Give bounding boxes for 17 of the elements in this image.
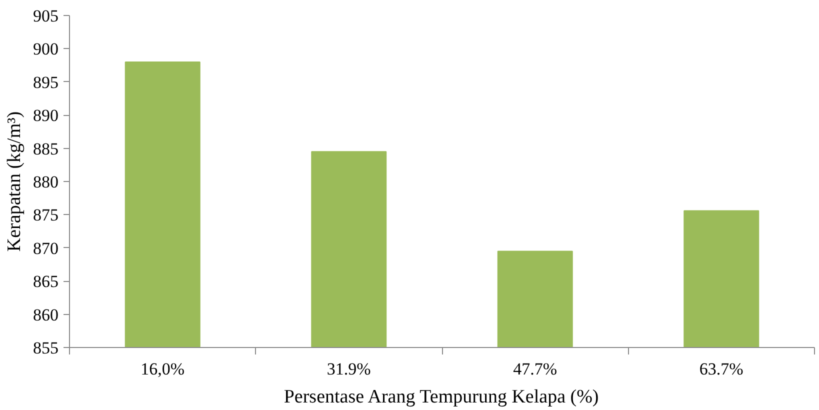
y-tick-label: 880 <box>33 172 58 192</box>
y-tick-label: 875 <box>33 206 58 225</box>
x-axis-title: Persentase Arang Tempurung Kelapa (%) <box>284 386 599 408</box>
y-tick-label: 895 <box>33 72 58 92</box>
y-tick-label: 870 <box>33 238 58 258</box>
x-tick-label: 31.9% <box>326 360 371 378</box>
y-tick-label: 900 <box>33 40 58 59</box>
y-tick-label: 905 <box>33 6 58 26</box>
x-tick-label: 63.7% <box>699 360 744 378</box>
x-tick-label: 47.7% <box>513 360 558 378</box>
y-tick-label: 855 <box>33 338 58 358</box>
y-tick-label: 865 <box>33 272 58 292</box>
y-tick-label: 860 <box>33 305 58 324</box>
y-axis-title: Kerapatan (kg/m³) <box>4 111 25 252</box>
x-tick-label: 16,0% <box>140 360 185 378</box>
y-tick-label: 890 <box>33 106 58 126</box>
y-tick-label: 885 <box>33 139 58 158</box>
